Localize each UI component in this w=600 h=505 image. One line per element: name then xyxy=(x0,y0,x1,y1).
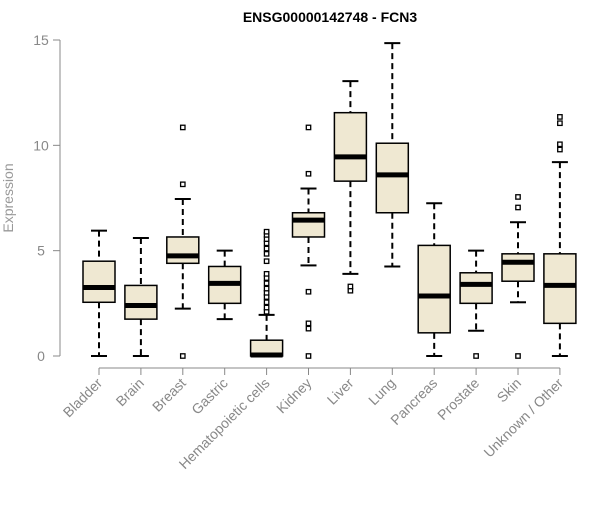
outlier-point xyxy=(305,320,312,327)
outlier-point xyxy=(515,194,521,200)
outlier-point xyxy=(263,299,270,306)
outlier-point xyxy=(305,353,312,359)
box-pancreas xyxy=(417,202,451,357)
y-axis: 0 5 10 15 xyxy=(33,32,61,364)
outlier-point xyxy=(263,270,270,277)
x-tick-label: Pancreas xyxy=(387,375,440,428)
iqr-box xyxy=(333,111,368,182)
iqr-box xyxy=(501,253,535,282)
x-tick-label: Breast xyxy=(149,375,189,415)
iqr-box xyxy=(124,284,158,320)
x-tick-label: Lung xyxy=(365,375,398,408)
box-lung xyxy=(375,42,410,268)
y-tick-label: 5 xyxy=(37,243,45,259)
outlier-point xyxy=(515,353,521,359)
iqr-box xyxy=(291,211,326,238)
outlier-point xyxy=(557,120,563,127)
outlier-point xyxy=(263,250,270,257)
outlier-point xyxy=(179,124,186,131)
outlier-point xyxy=(263,304,270,311)
outlier-point xyxy=(179,181,186,188)
iqr-box xyxy=(417,244,451,334)
box-bladder xyxy=(82,229,116,357)
chart-title: ENSG00000142748 - FCN3 xyxy=(243,9,418,25)
box-unknown-other xyxy=(543,114,577,357)
x-tick-label: Liver xyxy=(324,375,357,408)
iqr-box xyxy=(166,236,200,265)
outlier-point xyxy=(305,170,312,177)
outlier-point xyxy=(557,114,563,120)
outlier-point xyxy=(263,258,270,265)
x-tick-label: Unknown / Other xyxy=(480,375,566,461)
y-axis-label: Expression xyxy=(0,163,16,232)
outlier-point xyxy=(179,353,186,359)
iqr-box xyxy=(375,142,410,214)
box-breast xyxy=(166,124,200,359)
box-hematopoietic-cells xyxy=(249,228,284,358)
outlier-point xyxy=(263,285,270,292)
x-tick-label: Prostate xyxy=(434,375,482,423)
box-skin xyxy=(501,194,535,359)
outlier-point xyxy=(305,325,312,332)
x-tick-label: Skin xyxy=(494,375,525,406)
iqr-box xyxy=(82,260,116,304)
outlier-point xyxy=(515,204,521,211)
box-kidney xyxy=(291,124,326,359)
box-liver xyxy=(333,80,368,294)
iqr-box xyxy=(459,272,493,305)
outlier-point xyxy=(263,228,270,235)
boxes-group xyxy=(82,42,577,359)
x-tick-label: Brain xyxy=(113,375,147,409)
box-brain xyxy=(124,237,158,357)
iqr-box xyxy=(543,253,577,325)
x-tick-label: Kidney xyxy=(273,375,315,417)
outlier-point xyxy=(473,353,479,359)
y-tick-label: 0 xyxy=(37,348,45,364)
y-tick-label: 15 xyxy=(33,32,49,48)
x-tick-label: Bladder xyxy=(60,375,106,421)
outlier-point xyxy=(347,283,354,290)
outlier-point xyxy=(263,280,270,287)
box-prostate xyxy=(459,249,493,359)
outlier-point xyxy=(305,288,312,295)
y-tick-label: 10 xyxy=(33,137,49,153)
outlier-point xyxy=(263,245,270,252)
outlier-point xyxy=(305,124,312,131)
outlier-point xyxy=(557,146,563,153)
box-gastric xyxy=(207,249,242,321)
outlier-point xyxy=(557,141,563,148)
